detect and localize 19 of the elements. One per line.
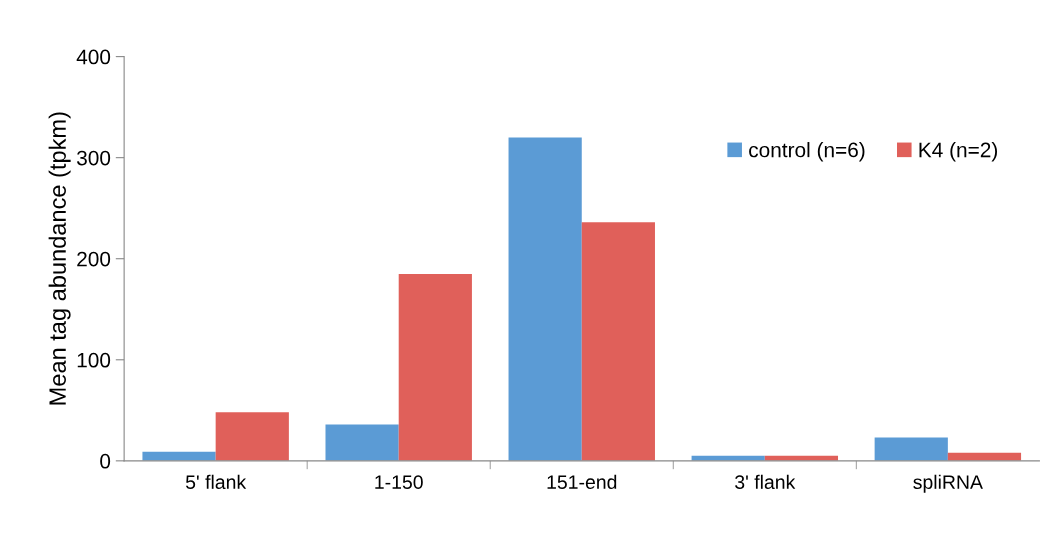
bar: [581, 222, 655, 461]
x-tick-label: 3' flank: [735, 474, 796, 490]
bar: [398, 273, 472, 461]
legend-label: control (n=6): [749, 142, 865, 162]
y-axis-title: Mean tag abundance (tpkm): [48, 112, 71, 405]
y-tick-label: 100: [77, 352, 111, 368]
y-tick-label: 400: [76, 49, 111, 65]
x-tick-label: 5' flank: [185, 474, 247, 490]
bar: [325, 424, 399, 461]
bar: [215, 412, 289, 461]
y-tick-label: 0: [100, 453, 111, 469]
y-tick-label: 300: [76, 150, 111, 166]
bar: [874, 437, 948, 461]
x-tick-label: spliRNA: [913, 474, 983, 493]
y-tick-label: 200: [77, 251, 111, 267]
legend-label: K4 (n=2): [919, 142, 998, 162]
bar: [508, 137, 582, 461]
x-tick-label: 1-150: [375, 475, 423, 490]
x-tick-label: 151-end: [547, 474, 617, 490]
